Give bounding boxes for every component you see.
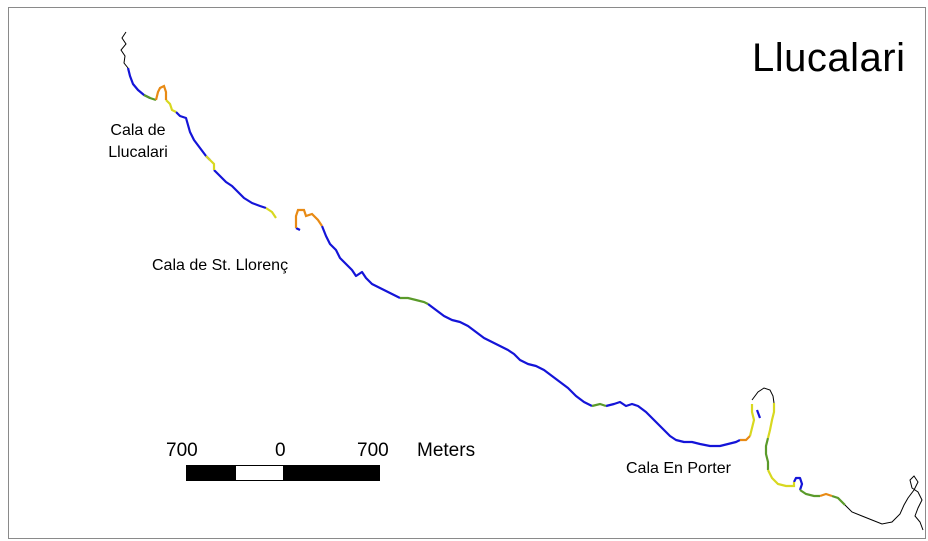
coastline-unclassified-porter xyxy=(751,387,775,404)
coastline-yellow xyxy=(165,99,796,488)
scale-bar xyxy=(186,465,380,481)
scale-left-value: 700 xyxy=(166,440,198,461)
scale-bar-segment-black-left xyxy=(187,466,236,480)
scale-bar-segment-black-right xyxy=(283,466,379,480)
scale-right-value: 700 xyxy=(357,440,389,461)
place-label-cala-porter: Cala En Porter xyxy=(626,460,731,477)
map-title: Llucalari xyxy=(752,36,906,80)
coastline-unclassified-north xyxy=(120,31,129,69)
coastline-main xyxy=(126,67,804,491)
coastline-green xyxy=(143,94,846,506)
coastline-orange xyxy=(154,84,833,498)
place-label-cala-llucalari-text: Cala de Llucalari xyxy=(108,122,168,161)
scale-units: Meters xyxy=(417,440,476,461)
place-label-cala-llorenc: Cala de St. Llorenç xyxy=(152,257,289,274)
scale-bar-segment-white xyxy=(235,466,283,480)
place-label-cala-llucalari: Cala de Llucalari xyxy=(98,120,178,164)
coastline-unclassified-east xyxy=(844,475,924,531)
map-frame xyxy=(8,7,926,539)
scale-center-value: 0 xyxy=(275,440,286,461)
